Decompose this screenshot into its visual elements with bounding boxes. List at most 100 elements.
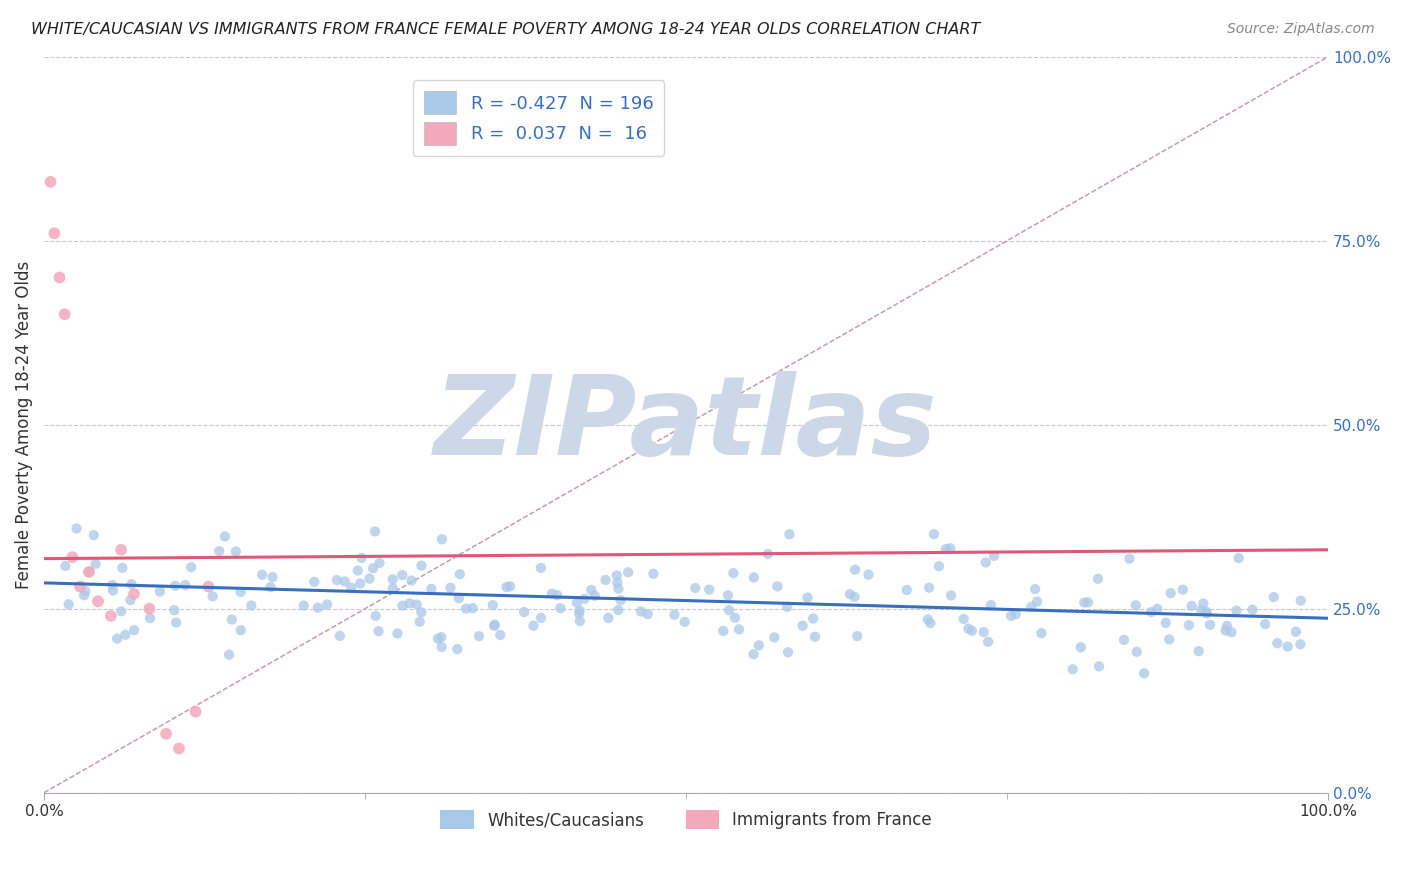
Point bbox=[717, 588, 740, 602]
Point bbox=[229, 585, 252, 599]
Point bbox=[568, 614, 591, 628]
Point bbox=[609, 593, 631, 607]
Point bbox=[201, 590, 224, 604]
Point bbox=[484, 619, 506, 633]
Point bbox=[240, 599, 263, 613]
Point bbox=[55, 558, 77, 573]
Point bbox=[44, 227, 66, 241]
Point bbox=[1062, 662, 1084, 676]
Point bbox=[1154, 615, 1177, 630]
Point bbox=[468, 629, 491, 643]
Point bbox=[149, 584, 172, 599]
Point bbox=[1024, 582, 1046, 596]
Point bbox=[449, 567, 471, 582]
Point bbox=[1241, 602, 1264, 616]
Point bbox=[838, 587, 860, 601]
Point bbox=[114, 628, 136, 642]
Point bbox=[329, 629, 352, 643]
Point bbox=[1195, 605, 1218, 619]
Point bbox=[742, 647, 765, 661]
Point bbox=[138, 601, 160, 615]
Point bbox=[858, 567, 880, 582]
Point bbox=[1225, 604, 1247, 618]
Point bbox=[1263, 590, 1285, 604]
Point bbox=[939, 589, 962, 603]
Point bbox=[120, 593, 142, 607]
Point bbox=[454, 601, 477, 615]
Point bbox=[1189, 603, 1212, 617]
Point bbox=[73, 588, 96, 602]
Point bbox=[1285, 624, 1308, 639]
Point bbox=[155, 727, 177, 741]
Point bbox=[229, 623, 252, 637]
Point bbox=[105, 632, 128, 646]
Point bbox=[165, 579, 187, 593]
Point bbox=[495, 580, 517, 594]
Point bbox=[381, 582, 404, 596]
Point bbox=[489, 628, 512, 642]
Point bbox=[724, 611, 747, 625]
Point bbox=[184, 705, 207, 719]
Point bbox=[1118, 551, 1140, 566]
Point bbox=[957, 622, 980, 636]
Text: Source: ZipAtlas.com: Source: ZipAtlas.com bbox=[1227, 22, 1375, 37]
Point bbox=[1070, 640, 1092, 655]
Point bbox=[1077, 595, 1099, 609]
Point bbox=[1254, 617, 1277, 632]
Point bbox=[766, 579, 789, 593]
Point bbox=[574, 591, 596, 606]
Point bbox=[541, 587, 564, 601]
Point bbox=[513, 605, 536, 619]
Point bbox=[481, 598, 503, 612]
Point bbox=[48, 270, 70, 285]
Point bbox=[522, 618, 544, 632]
Point bbox=[221, 613, 243, 627]
Point bbox=[581, 582, 603, 597]
Point bbox=[110, 542, 132, 557]
Point bbox=[364, 524, 387, 539]
Point bbox=[1192, 597, 1215, 611]
Point bbox=[139, 611, 162, 625]
Point bbox=[718, 603, 741, 617]
Point bbox=[427, 632, 450, 646]
Point bbox=[447, 591, 470, 606]
Point bbox=[723, 566, 745, 580]
Point bbox=[83, 528, 105, 542]
Point bbox=[565, 596, 588, 610]
Point bbox=[1265, 636, 1288, 650]
Point bbox=[617, 566, 640, 580]
Point bbox=[53, 307, 76, 321]
Point bbox=[1171, 582, 1194, 597]
Point bbox=[346, 564, 368, 578]
Point bbox=[391, 568, 413, 582]
Point bbox=[350, 551, 373, 566]
Point bbox=[218, 648, 240, 662]
Point bbox=[1178, 618, 1201, 632]
Point bbox=[1188, 644, 1211, 658]
Point bbox=[1220, 625, 1243, 640]
Point bbox=[163, 603, 186, 617]
Point bbox=[683, 581, 706, 595]
Point bbox=[935, 542, 957, 557]
Point bbox=[110, 604, 132, 618]
Point bbox=[583, 589, 606, 603]
Point bbox=[259, 580, 281, 594]
Point bbox=[928, 559, 950, 574]
Point bbox=[484, 617, 506, 632]
Point bbox=[391, 599, 413, 613]
Point bbox=[917, 612, 939, 626]
Legend: Whites/Caucasians, Immigrants from France: Whites/Caucasians, Immigrants from Franc… bbox=[433, 804, 939, 836]
Point bbox=[922, 527, 945, 541]
Point bbox=[101, 583, 124, 598]
Point bbox=[776, 599, 799, 614]
Point bbox=[1087, 572, 1109, 586]
Point bbox=[122, 623, 145, 637]
Point bbox=[167, 741, 190, 756]
Point bbox=[430, 630, 453, 644]
Point bbox=[1216, 619, 1239, 633]
Point bbox=[65, 521, 87, 535]
Point bbox=[756, 547, 779, 561]
Point bbox=[1112, 632, 1135, 647]
Point bbox=[697, 582, 720, 597]
Point bbox=[1140, 605, 1163, 619]
